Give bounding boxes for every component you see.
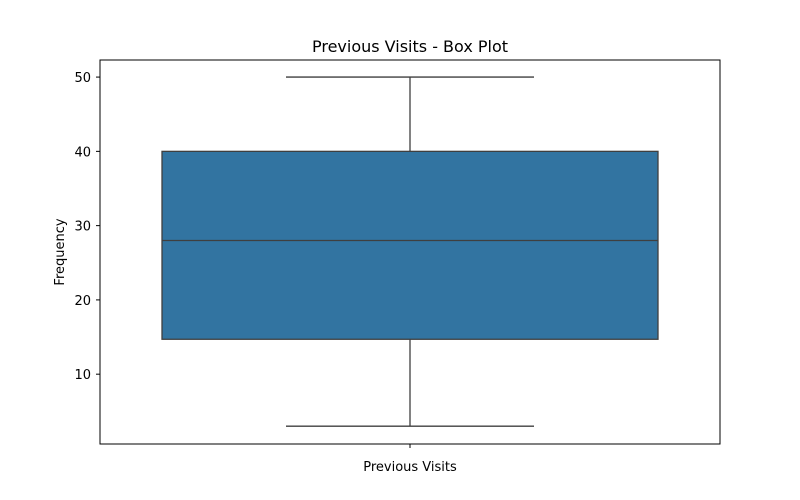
x-tick-label: Previous Visits — [363, 460, 457, 475]
iqr-box — [161, 150, 659, 340]
y-tick-label: 10 — [74, 368, 91, 383]
y-axis-label: Frequency — [53, 218, 68, 285]
box-marks — [161, 76, 659, 427]
y-tick-label: 50 — [74, 71, 91, 86]
y-tick-label: 20 — [74, 294, 91, 309]
y-tick-label: 40 — [74, 145, 91, 160]
y-tick-label: 30 — [74, 220, 91, 235]
x-axis-ticks: Previous Visits — [363, 444, 457, 475]
chart-title: Previous Visits - Box Plot — [312, 37, 508, 56]
y-axis-ticks: 10 20 30 40 50 — [74, 71, 100, 383]
